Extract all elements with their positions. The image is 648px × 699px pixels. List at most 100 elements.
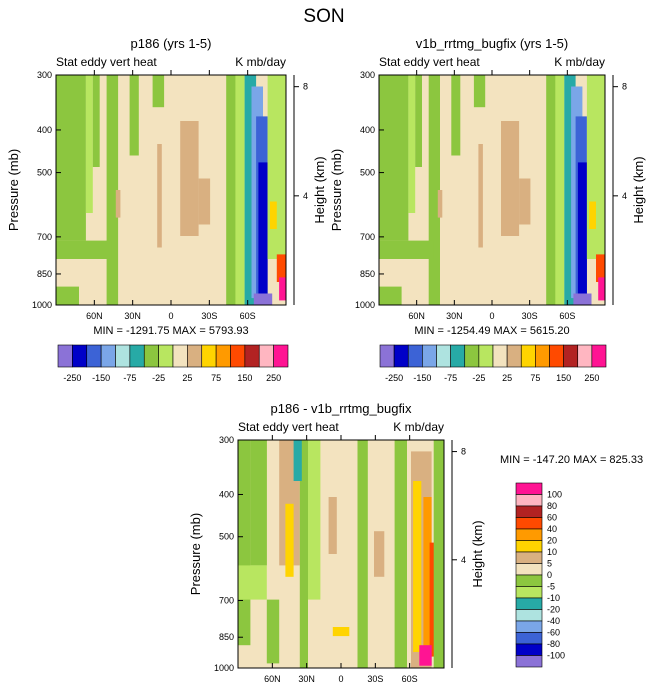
field-patch [269, 201, 277, 230]
colorbar-box [436, 344, 451, 368]
y-tick-label: 1000 [32, 300, 52, 310]
x-tick-label: 0 [168, 311, 173, 321]
field-patch [379, 286, 402, 305]
field-patch [56, 240, 112, 259]
colorbar-box [492, 344, 508, 368]
colorbar-label: 20 [547, 536, 557, 546]
field-patch [419, 645, 432, 666]
field-patch [276, 254, 286, 282]
x-tick-label: 0 [338, 674, 343, 684]
y2-tick-label: 4 [461, 555, 466, 565]
y-tick-label: 1000 [214, 663, 234, 673]
y-axis-label: Pressure (mb) [329, 149, 344, 231]
y2-axis-label: Height (km) [631, 156, 646, 223]
colorbar-label: 40 [547, 524, 557, 534]
y-tick-label: 700 [360, 232, 375, 242]
y2-axis-label: Height (km) [312, 156, 327, 223]
chart-subtitle-right: K mb/day [235, 55, 286, 69]
x-tick-label: 60S [240, 311, 256, 321]
field-patch [473, 75, 486, 108]
field-patch [92, 75, 100, 167]
field-patch [501, 121, 520, 236]
colorbar-label: -75 [444, 373, 457, 383]
field-patch [235, 75, 245, 305]
field-patch [394, 440, 407, 668]
stats-label: MIN = -1254.49 MAX = 5615.20 [414, 325, 569, 337]
colorbar-label: 5 [547, 559, 552, 569]
colorbar-box [422, 344, 437, 368]
colorbar-label: 0 [547, 570, 552, 580]
colorbar-box [515, 517, 543, 530]
colorbar-box [72, 344, 88, 368]
field-patch [157, 144, 162, 248]
y-tick-label: 850 [360, 269, 375, 279]
chart-panel-v1b: v1b_rrtmg_bugfix (yrs 1-5) Stat eddy vert… [329, 36, 646, 383]
x-tick-label: 60N [264, 674, 281, 684]
colorbar-box [478, 344, 494, 368]
field-patch [293, 440, 302, 481]
field-patch [267, 75, 286, 259]
colorbar-label: 150 [237, 373, 252, 383]
y-tick-label: 400 [360, 125, 375, 135]
colorbar-label: 80 [547, 501, 557, 511]
field-patch [374, 531, 385, 577]
colorbar-label: 10 [547, 547, 557, 557]
field-patch [408, 75, 416, 213]
y-tick-label: 500 [219, 532, 234, 542]
field-patch [244, 75, 257, 305]
chart-panel-diff: p186 - v1b_rrtmg_bugfix Stat eddy vert he… [188, 401, 643, 684]
field-patch [299, 440, 308, 668]
y-tick-label: 500 [37, 168, 52, 178]
colorbar-label: -20 [547, 605, 560, 615]
chart-subtitle-right: K mb/day [393, 420, 444, 434]
x-tick-label: 30N [446, 311, 463, 321]
colorbar-label: -250 [385, 373, 403, 383]
field-patch [115, 190, 121, 218]
chart-title: p186 (yrs 1-5) [131, 36, 212, 51]
field-patch [379, 75, 409, 241]
y-tick-label: 500 [360, 168, 375, 178]
y2-tick-label: 8 [622, 82, 627, 92]
colorbar-box [515, 505, 543, 518]
colorbar-box [515, 551, 543, 564]
colorbar-label: -25 [472, 373, 485, 383]
colorbar-box [577, 344, 593, 368]
field-patch [577, 162, 587, 296]
y-tick-label: 300 [37, 70, 52, 80]
colorbar-box [520, 344, 536, 368]
field-patch [379, 240, 434, 259]
field-patch [279, 277, 286, 301]
colorbar-box [143, 344, 159, 368]
field-patch [56, 75, 86, 241]
colorbar-box [515, 655, 543, 668]
y-tick-label: 850 [37, 269, 52, 279]
chart-subtitle-left: Stat eddy vert heat [379, 55, 480, 69]
colorbar-label: -60 [547, 628, 560, 638]
field-patch [433, 440, 444, 668]
colorbar-label: -40 [547, 616, 560, 626]
colorbar-box [273, 344, 289, 368]
field-patch [308, 440, 321, 600]
colorbar-box [515, 586, 543, 599]
x-tick-label: 30S [522, 311, 538, 321]
colorbar-label: 75 [530, 373, 540, 383]
field-patch [589, 201, 596, 230]
field-patch [258, 162, 268, 296]
page-title: SON [303, 6, 344, 27]
stats-label: MIN = -1291.75 MAX = 5793.93 [93, 325, 248, 337]
y2-tick-label: 8 [461, 447, 466, 457]
field-patch [437, 190, 443, 218]
colorbar-box [158, 344, 174, 368]
colorbar-box [115, 344, 131, 368]
field-patch [519, 178, 531, 225]
colorbar-box [535, 344, 550, 368]
colorbar-box [515, 574, 543, 587]
field-patch [129, 75, 139, 156]
x-tick-label: 30N [298, 674, 315, 684]
colorbar-box [515, 597, 543, 610]
colorbar-box [230, 344, 246, 368]
colorbar-box [563, 344, 579, 368]
field-patch [106, 75, 119, 305]
